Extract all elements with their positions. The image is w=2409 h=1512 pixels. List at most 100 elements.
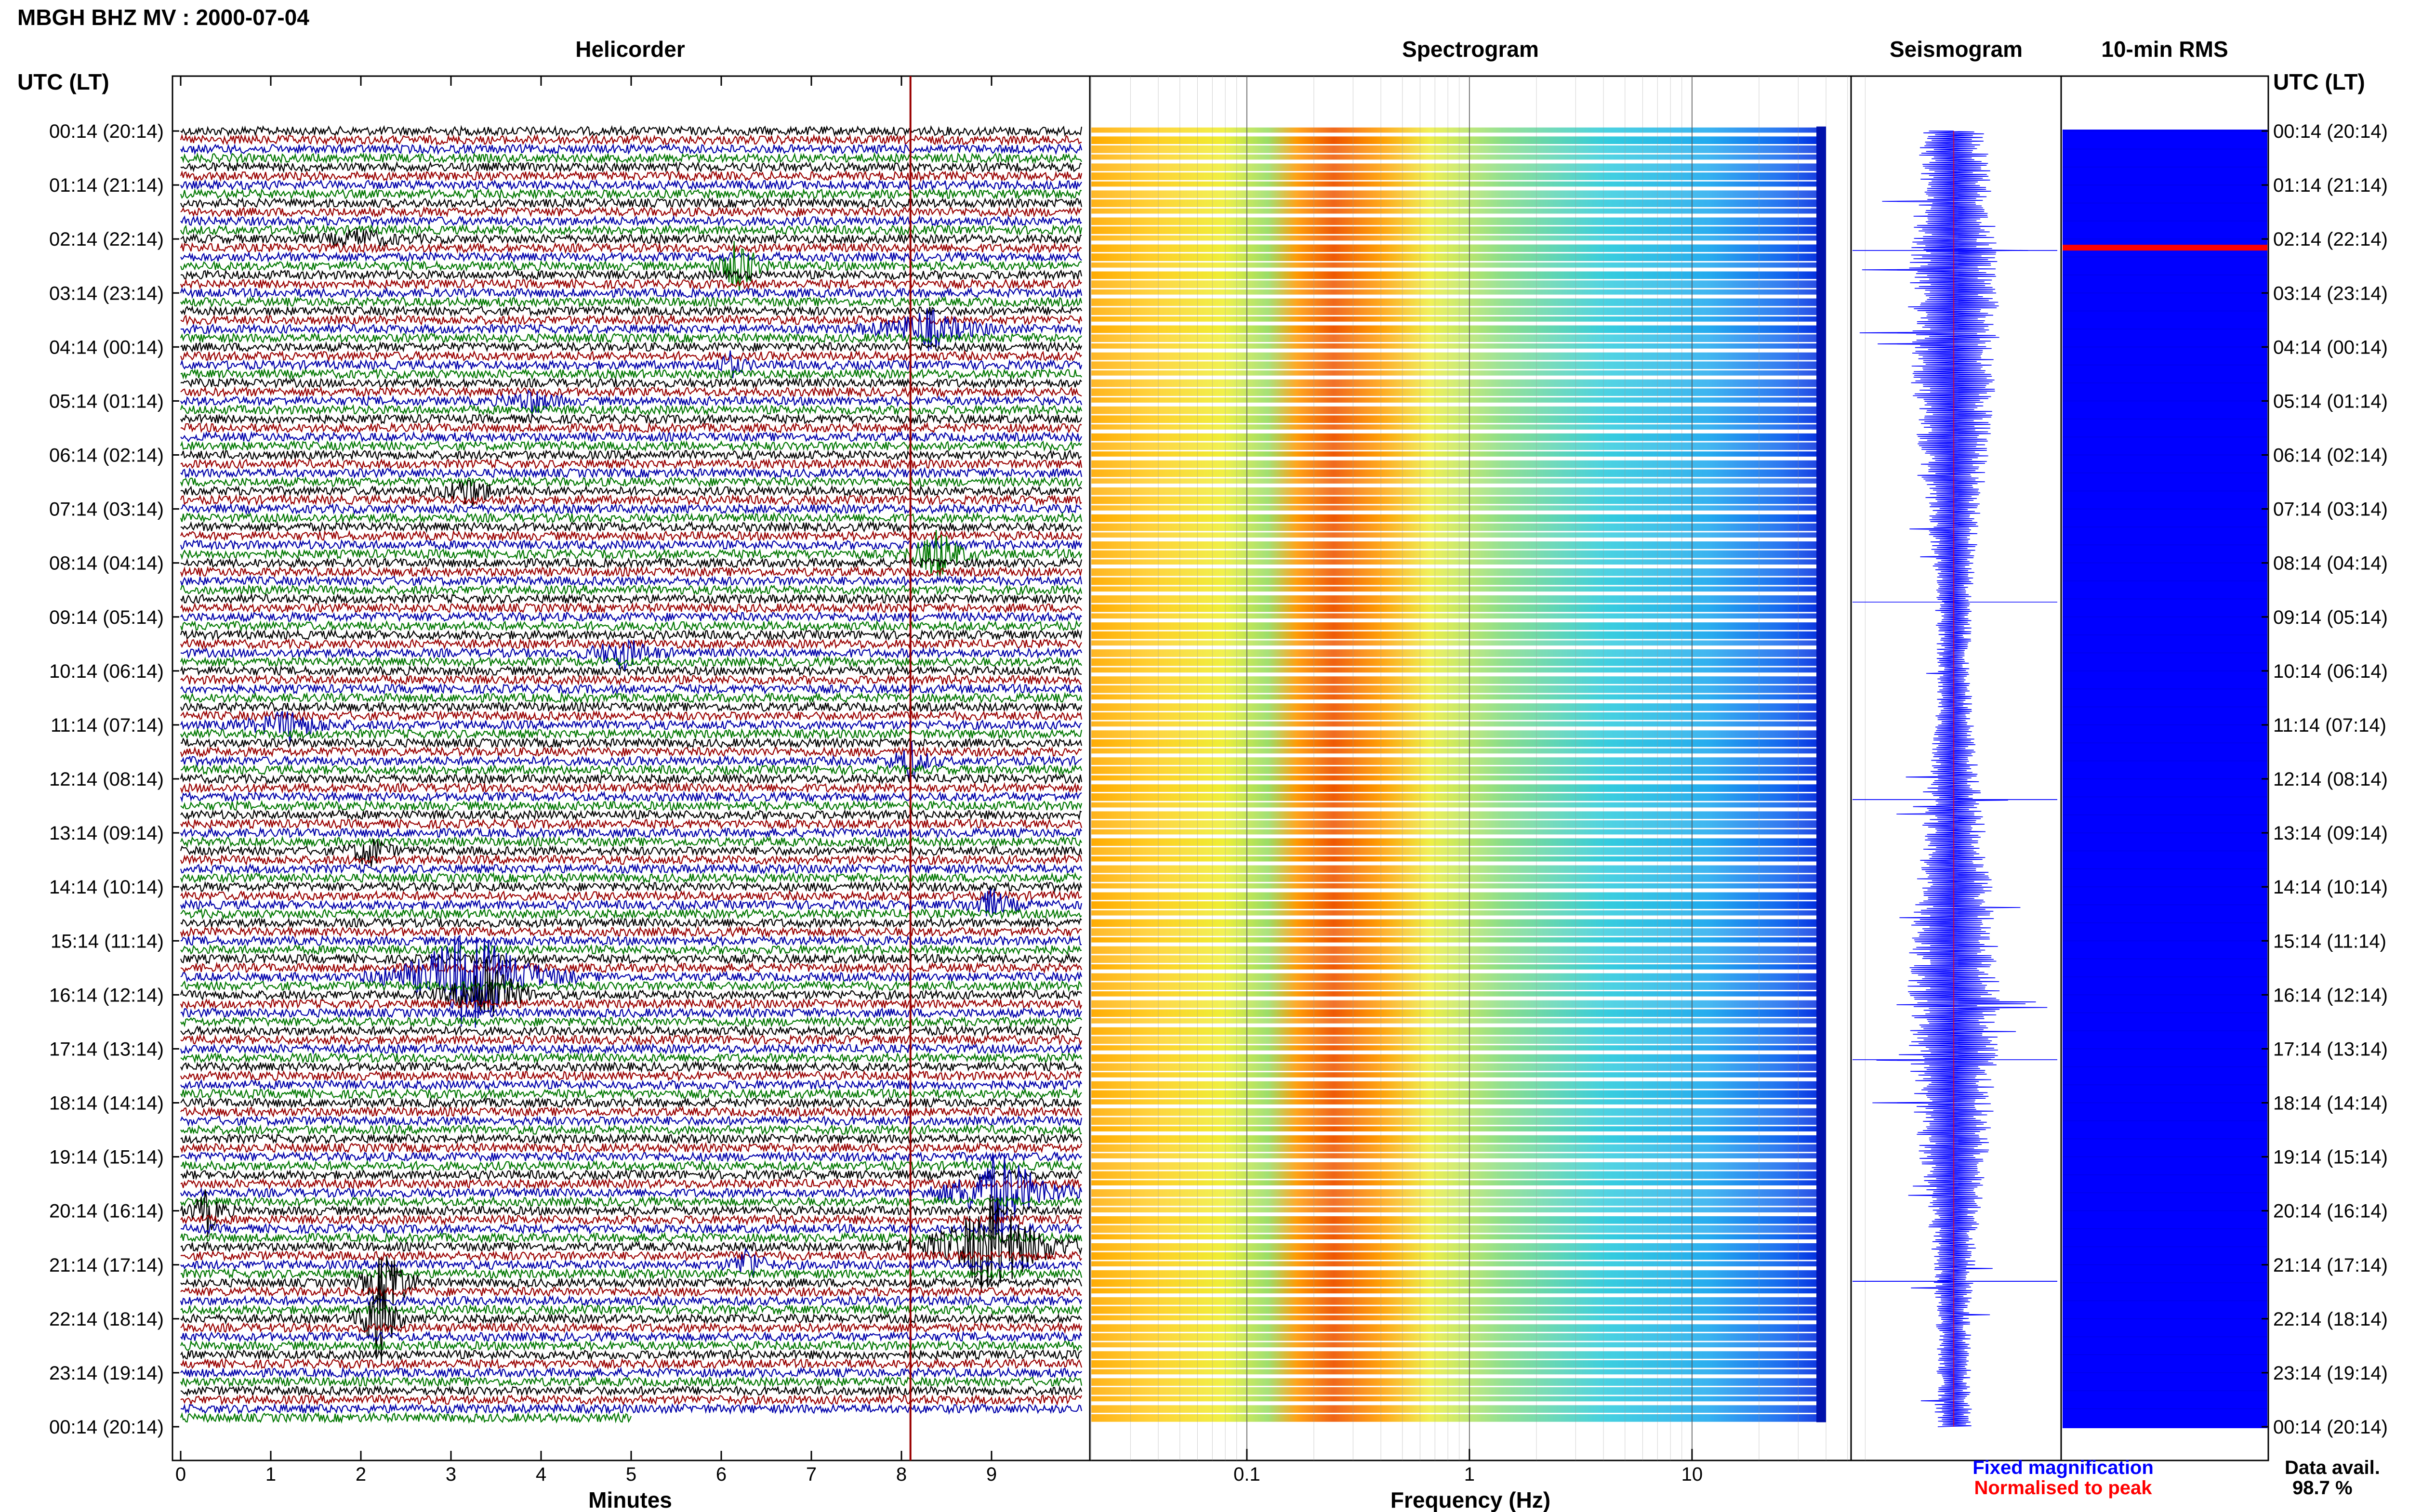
spectrogram-row <box>1091 424 1826 430</box>
frequency-tick-label: 1 <box>1464 1464 1475 1485</box>
time-tick-label-right: 10:14 (06:14) <box>2273 661 2388 682</box>
helicorder-trace-row <box>180 1256 1083 1325</box>
time-tick-label-right: 02:14 (22:14) <box>2273 229 2388 250</box>
spectrogram-row <box>1091 1054 1826 1062</box>
time-tick-label-left: 10:14 (06:14) <box>49 661 164 682</box>
spectrogram-row <box>1091 676 1826 684</box>
spectrogram-row <box>1091 370 1826 376</box>
time-tick-label-right: 15:14 (11:14) <box>2273 931 2386 952</box>
spectrogram-row <box>1091 199 1826 207</box>
spectrogram-row <box>1091 1045 1826 1051</box>
rms-bars <box>2063 130 2267 1428</box>
spectrogram-row <box>1091 442 1826 450</box>
frequency-ticks: 0.1 1 10 <box>1233 1449 1703 1485</box>
spectrogram-row <box>1091 1126 1826 1131</box>
time-axis-label-left: UTC (LT) <box>17 69 109 94</box>
spectrogram-row <box>1091 1207 1826 1212</box>
helicorder-trace-row <box>180 781 1083 794</box>
helicorder-trace-row <box>180 206 1082 218</box>
helicorder-trace-row <box>180 709 1083 722</box>
helicorder-trace-row <box>180 458 1083 470</box>
spectrogram-row <box>1091 361 1826 369</box>
helicorder-trace-row <box>180 197 1083 210</box>
spectrogram-row <box>1091 766 1826 774</box>
helicorder-trace-row <box>180 710 1082 743</box>
spectrogram-row <box>1091 1081 1826 1089</box>
spectrogram-row <box>1091 658 1826 666</box>
helicorder-trace-row <box>180 389 1083 418</box>
frequency-tick-label: 0.1 <box>1233 1464 1260 1485</box>
spectrogram-row <box>1091 1279 1826 1287</box>
spectrogram-row <box>1091 1117 1826 1125</box>
spectrogram-row <box>1091 1036 1826 1044</box>
helicorder-trace-row <box>180 224 1083 237</box>
time-tick-label-right: 11:14 (07:14) <box>2273 715 2386 736</box>
minute-tick-label: 2 <box>356 1464 366 1485</box>
helicorder-trace-row <box>180 700 1083 713</box>
time-tick-label-left: 22:14 (18:14) <box>49 1309 164 1330</box>
spectrogram-row <box>1091 748 1826 754</box>
helicorder-trace-row <box>180 809 1082 821</box>
helicorder-trace-row <box>180 881 1083 894</box>
spectrogram-row <box>1091 244 1826 252</box>
minute-tick-label: 9 <box>986 1464 997 1485</box>
spectrogram-row <box>1091 433 1826 441</box>
spectrogram-row <box>1091 514 1826 522</box>
time-tick-label-right: 19:14 (15:14) <box>2273 1147 2388 1168</box>
helicorder-trace-row <box>180 741 1082 781</box>
legend-normalised-to-peak: Normalised to peak <box>1974 1477 2152 1499</box>
spectrogram-row <box>1091 217 1826 225</box>
spectrogram-row <box>1091 307 1826 315</box>
time-tick-label-left: 01:14 (21:14) <box>49 175 164 196</box>
spectrogram-row <box>1091 649 1826 657</box>
spectrogram-row <box>1091 1198 1826 1206</box>
helicorder-trace-row <box>180 826 1082 839</box>
spectrogram-row <box>1091 496 1826 504</box>
helicorder-trace-row <box>180 1151 1082 1163</box>
helicorder-trace-row <box>180 341 1083 353</box>
time-tick-label-left: 06:14 (02:14) <box>49 445 164 466</box>
helicorder-trace-row <box>180 863 1083 875</box>
helicorder-trace-row <box>180 377 1082 389</box>
helicorder-trace-row <box>180 727 1083 740</box>
spectrogram-row <box>1091 1360 1826 1368</box>
time-tick-label-right: 22:14 (18:14) <box>2273 1309 2388 1330</box>
helicorder-trace-row <box>180 308 1083 351</box>
spectrogram-row <box>1091 1315 1826 1321</box>
helicorder-trace-row <box>180 1194 1083 1293</box>
spectrogram-row <box>1091 982 1826 990</box>
spectrogram-row <box>1091 379 1826 387</box>
helicorder-trace-row <box>180 1060 1082 1073</box>
spectrogram-row <box>1091 1396 1826 1402</box>
helicorder-trace-row <box>180 1178 1082 1190</box>
helicorder-trace-row <box>180 350 1083 379</box>
time-tick-label-left: 21:14 (17:14) <box>49 1255 164 1276</box>
spectrogram-row <box>1091 1324 1826 1332</box>
helicorder-trace-row <box>180 331 1082 344</box>
helicorder-trace-row <box>180 1330 1082 1343</box>
spectrogram-row <box>1091 487 1826 495</box>
helicorder-trace-row <box>180 1294 1083 1307</box>
spectrogram-row <box>1091 901 1826 909</box>
helicorder-trace-row <box>180 1196 1082 1208</box>
helicorder-trace-row <box>180 431 1082 444</box>
rms-title: 10-min RMS <box>2101 37 2228 62</box>
helicorder-trace-row <box>180 673 1082 686</box>
spectrogram-row <box>1091 964 1826 970</box>
minute-tick-label: 8 <box>896 1464 907 1485</box>
time-tick-label-right: 05:14 (01:14) <box>2273 391 2388 412</box>
helicorder-trace-row <box>180 934 1083 1028</box>
helicorder-trace-row <box>180 917 1082 929</box>
helicorder-trace-row <box>180 746 1082 758</box>
spectrogram-row <box>1091 793 1826 801</box>
spectrogram-row <box>1091 1027 1826 1035</box>
time-tick-label-left: 04:14 (00:14) <box>49 337 164 358</box>
spectrogram-row <box>1091 325 1826 333</box>
spectrogram-row <box>1091 1018 1826 1024</box>
helicorder-trace-row <box>180 413 1083 425</box>
helicorder-trace-row <box>180 227 1082 248</box>
spectrogram-row <box>1091 1225 1826 1233</box>
helicorder-trace-row <box>180 1349 1082 1361</box>
spectrogram-row <box>1091 604 1826 612</box>
